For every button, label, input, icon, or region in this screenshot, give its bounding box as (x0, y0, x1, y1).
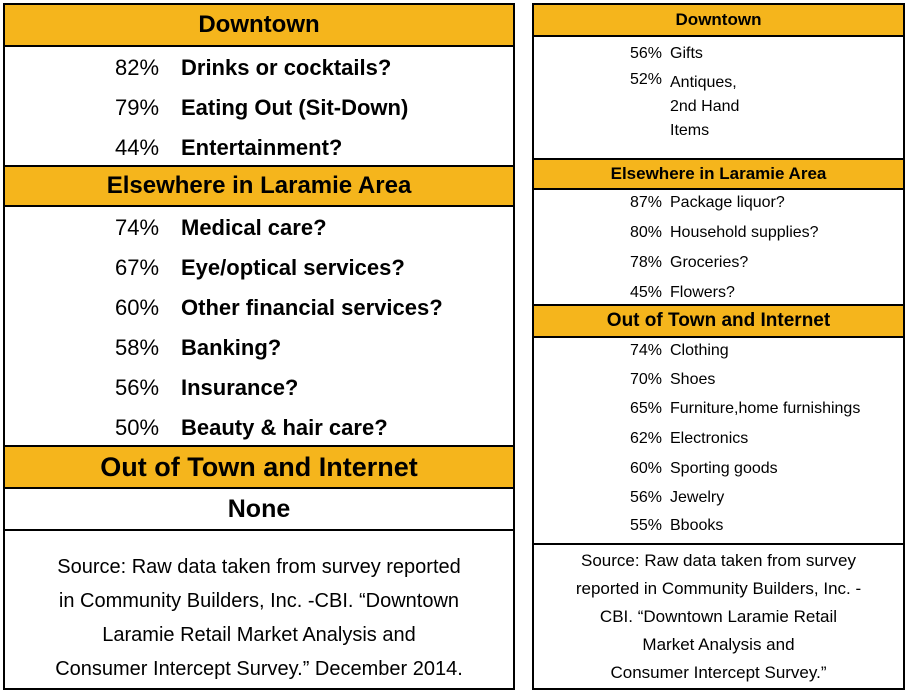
item-percent: 79% (115, 95, 160, 120)
item-percent: 56% (115, 375, 160, 400)
item-label: Clothing (670, 342, 729, 359)
item-label: Other financial services? (181, 295, 443, 320)
item-label: Antiques, 2nd Hand Items (670, 74, 740, 139)
item-label: Jewelry (670, 489, 725, 506)
item-percent: 60% (629, 460, 662, 477)
list-item: 60% Other financial services? (115, 295, 443, 321)
downtown-header: Downtown (534, 5, 903, 37)
list-item: 87% Package liquor? (612, 194, 785, 212)
list-item: 44% Entertainment? (115, 135, 342, 161)
item-percent: 56% (629, 45, 662, 62)
elsewhere-header: Elsewhere in Laramie Area (534, 158, 903, 190)
item-percent: 44% (115, 135, 160, 160)
item-label: Eating Out (Sit-Down) (181, 95, 409, 120)
list-item: 58% Banking? (115, 335, 281, 361)
item-label: Drinks or cocktails? (181, 55, 392, 80)
left-survey-table: Downtown 82% Drinks or cocktails? 79% Eati… (3, 3, 515, 690)
item-percent: 74% (115, 215, 160, 240)
item-percent: 67% (115, 255, 160, 280)
item-label: Groceries? (670, 254, 749, 271)
source-line: in Community Builders, Inc. -CBI. “Downt… (58, 590, 460, 612)
item-percent: 56% (629, 489, 662, 506)
list-item: 56% Insurance? (115, 375, 298, 401)
source-note: Source: Raw data taken from survey repor… (5, 550, 513, 686)
outoftown-header-label: Out of Town and Internet (606, 310, 831, 331)
downtown-header-label: Downtown (675, 10, 762, 29)
list-item: 79% Eating Out (Sit-Down) (115, 95, 408, 121)
list-item: 65% Furniture,home furnishings (612, 400, 860, 418)
list-item: 70% Shoes (612, 371, 715, 389)
item-percent: 82% (115, 55, 160, 80)
item-percent: 62% (629, 430, 662, 447)
downtown-header-label: Downtown (198, 11, 320, 38)
item-label: Bbooks (670, 517, 724, 534)
list-item: 56% Jewelry (612, 489, 724, 507)
item-label: Flowers? (670, 284, 735, 301)
item-percent: 52% (629, 71, 662, 88)
item-label: Furniture,home furnishings (670, 400, 861, 417)
downtown-header: Downtown (5, 5, 513, 47)
source-line: CBI. “Downtown Laramie Retail (599, 607, 838, 626)
item-label: Entertainment? (181, 135, 343, 160)
item-percent: 55% (629, 517, 662, 534)
item-label: Banking? (181, 335, 282, 360)
list-item: 82% Drinks or cocktails? (115, 55, 391, 81)
list-item: 78% Groceries? (612, 254, 748, 272)
item-label: Shoes (670, 371, 716, 388)
source-line: reported in Community Builders, Inc. - (575, 579, 862, 598)
source-line: Laramie Retail Market Analysis and (102, 624, 416, 646)
item-percent: 74% (629, 342, 662, 359)
item-label: Package liquor? (670, 194, 785, 211)
item-percent: 80% (629, 224, 662, 241)
list-item: 55% Bbooks (612, 517, 723, 535)
item-percent: 65% (629, 400, 662, 417)
list-item: 45% Flowers? (612, 284, 735, 302)
right-survey-table: Downtown 56% Gifts 52% Antiques, 2nd Hand … (532, 3, 905, 690)
item-percent: 70% (629, 371, 662, 388)
item-percent: 78% (629, 254, 662, 271)
item-label: Medical care? (181, 215, 327, 240)
list-item: 74% Clothing (612, 342, 729, 360)
item-percent: 58% (115, 335, 160, 360)
item-label: Eye/optical services? (181, 255, 405, 280)
elsewhere-header-label: Elsewhere in Laramie Area (106, 172, 412, 199)
elsewhere-header-label: Elsewhere in Laramie Area (610, 164, 827, 183)
item-label: Gifts (670, 45, 703, 62)
item-percent: 87% (629, 194, 662, 211)
source-note: Source: Raw data taken from survey repor… (534, 543, 903, 687)
list-item: 60% Sporting goods (612, 460, 778, 478)
item-label: Insurance? (181, 375, 299, 400)
list-item: 56% Gifts (612, 45, 703, 63)
item-percent: 45% (629, 284, 662, 301)
source-line: Source: Raw data taken from survey (581, 551, 856, 570)
item-label: Beauty & hair care? (181, 415, 388, 440)
outoftown-none: None (5, 489, 513, 531)
source-line: Source: Raw data taken from survey repor… (57, 556, 461, 578)
list-item: 62% Electronics (612, 430, 748, 448)
list-item: 80% Household supplies? (612, 224, 819, 242)
source-line: Market Analysis and (642, 635, 795, 654)
item-label: Electronics (670, 430, 749, 447)
source-line: Consumer Intercept Survey.” December 201… (55, 658, 463, 680)
outoftown-header-label: Out of Town and Internet (100, 451, 418, 482)
outoftown-header: Out of Town and Internet (534, 304, 903, 338)
item-percent: 60% (115, 295, 160, 320)
outoftown-header: Out of Town and Internet (5, 445, 513, 489)
list-item: 52% Antiques, 2nd Hand Items (612, 71, 760, 143)
item-label: Sporting goods (670, 460, 778, 477)
list-item: 50% Beauty & hair care? (115, 415, 388, 441)
list-item: 67% Eye/optical services? (115, 255, 405, 281)
elsewhere-header: Elsewhere in Laramie Area (5, 165, 513, 207)
source-line: Consumer Intercept Survey.” (610, 663, 827, 682)
item-label: Household supplies? (670, 224, 819, 241)
list-item: 74% Medical care? (115, 215, 327, 241)
item-percent: 50% (115, 415, 160, 440)
